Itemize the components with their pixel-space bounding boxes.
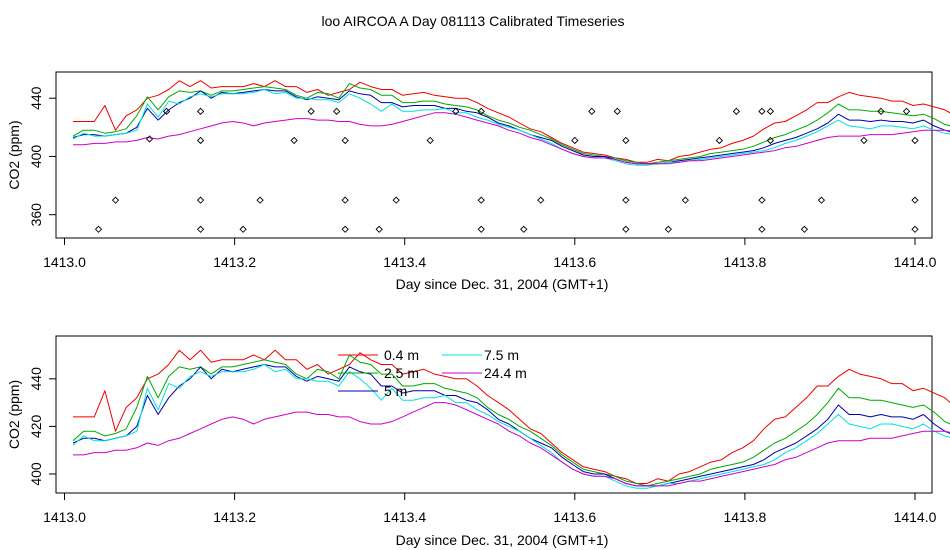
- data-marker: [162, 107, 171, 115]
- data-marker: [145, 135, 154, 143]
- data-marker: [196, 107, 205, 115]
- data-marker: [758, 196, 766, 204]
- data-marker: [477, 225, 485, 233]
- x-tick-label: 1413.6: [553, 509, 596, 525]
- data-marker: [766, 107, 775, 115]
- y-tick-label: 360: [28, 203, 44, 227]
- y-tick-label: 440: [28, 367, 44, 391]
- series-line-2-5-m: [72, 354, 950, 487]
- series-line-7-5-m: [72, 364, 950, 489]
- x-axis-label: Day since Dec. 31, 2004 (GMT+1): [396, 532, 609, 548]
- y-tick-label: 440: [28, 86, 44, 110]
- data-marker: [817, 196, 826, 204]
- data-marker: [902, 107, 911, 115]
- legend-entry: 5 m: [384, 383, 407, 399]
- y-tick-label: 400: [28, 462, 44, 486]
- x-tick-label: 1413.2: [213, 509, 256, 525]
- y-tick-label: 400: [28, 145, 44, 169]
- data-marker: [622, 136, 630, 145]
- x-tick-label: 1413.6: [553, 254, 596, 270]
- data-marker: [800, 225, 809, 233]
- data-marker: [256, 196, 264, 204]
- x-tick-label: 1413.4: [383, 509, 426, 525]
- plot-frame: [55, 71, 933, 239]
- page-title: loo AIRCOA A Day 081113 Calibrated Times…: [322, 13, 625, 29]
- data-marker: [622, 196, 630, 204]
- data-marker: [622, 225, 630, 233]
- x-tick-label: 1414.0: [894, 254, 937, 270]
- data-marker: [766, 136, 775, 145]
- series-line-24-4-m: [73, 402, 950, 487]
- data-marker: [239, 225, 247, 233]
- plot-frame: [55, 335, 933, 494]
- x-tick-label: 1413.2: [213, 254, 256, 270]
- x-tick-label: 1413.0: [43, 509, 86, 525]
- x-axis-label: Day since Dec. 31, 2004 (GMT+1): [396, 276, 609, 292]
- data-marker: [911, 136, 919, 145]
- x-tick-label: 1413.8: [723, 254, 766, 270]
- x-tick-label: 1414.0: [894, 509, 937, 525]
- data-marker: [613, 107, 621, 115]
- data-marker: [341, 136, 349, 145]
- data-marker: [94, 225, 103, 233]
- data-marker: [681, 196, 689, 204]
- data-marker: [477, 107, 485, 115]
- data-marker: [758, 107, 766, 115]
- data-marker: [520, 225, 528, 233]
- y-axis-label: CO2 (ppm): [6, 120, 22, 189]
- chart-panel-bottom: 1413.0 1413.2 1413.4 1413.6 1413.8 1414.0 400 4…: [6, 335, 950, 548]
- y-tick-label: 420: [28, 415, 44, 439]
- data-marker: [537, 196, 545, 204]
- legend-entry: 2.5 m: [384, 365, 419, 381]
- data-marker: [111, 196, 120, 204]
- y-axis-label: CO2 (ppm): [6, 380, 22, 449]
- data-marker: [911, 225, 919, 233]
- x-tick-label: 1413.4: [383, 254, 426, 270]
- x-tick-label: 1413.8: [723, 509, 766, 525]
- data-marker: [392, 196, 400, 204]
- legend-entry: 24.4 m: [484, 365, 527, 381]
- legend-entry: 0.4 m: [384, 347, 419, 363]
- series-line-0-4-m: [73, 349, 950, 484]
- data-marker: [426, 136, 434, 145]
- series-line-5-m: [72, 364, 950, 487]
- data-marker: [758, 225, 766, 233]
- data-marker: [341, 196, 349, 204]
- data-marker: [571, 136, 579, 145]
- data-marker: [375, 225, 383, 233]
- data-marker: [196, 136, 205, 145]
- chart-panel-top: 1413.0 1413.2 1413.4 1413.6 1413.8 1414.0 360 4…: [6, 71, 950, 292]
- data-marker: [732, 107, 741, 115]
- series-line-7-5-m: [72, 89, 950, 166]
- legend-entry: 7.5 m: [484, 347, 519, 363]
- data-marker: [196, 225, 205, 233]
- data-marker: [664, 225, 672, 233]
- data-marker: [307, 107, 315, 115]
- series-line-5-m: [72, 89, 950, 165]
- data-marker: [715, 136, 724, 145]
- data-marker: [290, 136, 298, 145]
- data-marker: [196, 196, 205, 204]
- series-line-0-4-m: [73, 80, 950, 163]
- data-marker: [860, 136, 868, 145]
- data-marker: [333, 107, 341, 115]
- data-marker: [341, 225, 349, 233]
- series-line-24-4-m: [73, 112, 950, 165]
- data-marker: [477, 196, 485, 204]
- data-marker: [877, 107, 885, 115]
- data-marker: [452, 107, 460, 115]
- data-marker: [911, 196, 919, 204]
- data-marker: [588, 107, 596, 115]
- series-line-2-5-m: [72, 83, 950, 165]
- legend: 0.4 m 2.5 m 5 m 7.5 m 24.4 m: [338, 347, 527, 399]
- x-tick-label: 1413.0: [43, 254, 86, 270]
